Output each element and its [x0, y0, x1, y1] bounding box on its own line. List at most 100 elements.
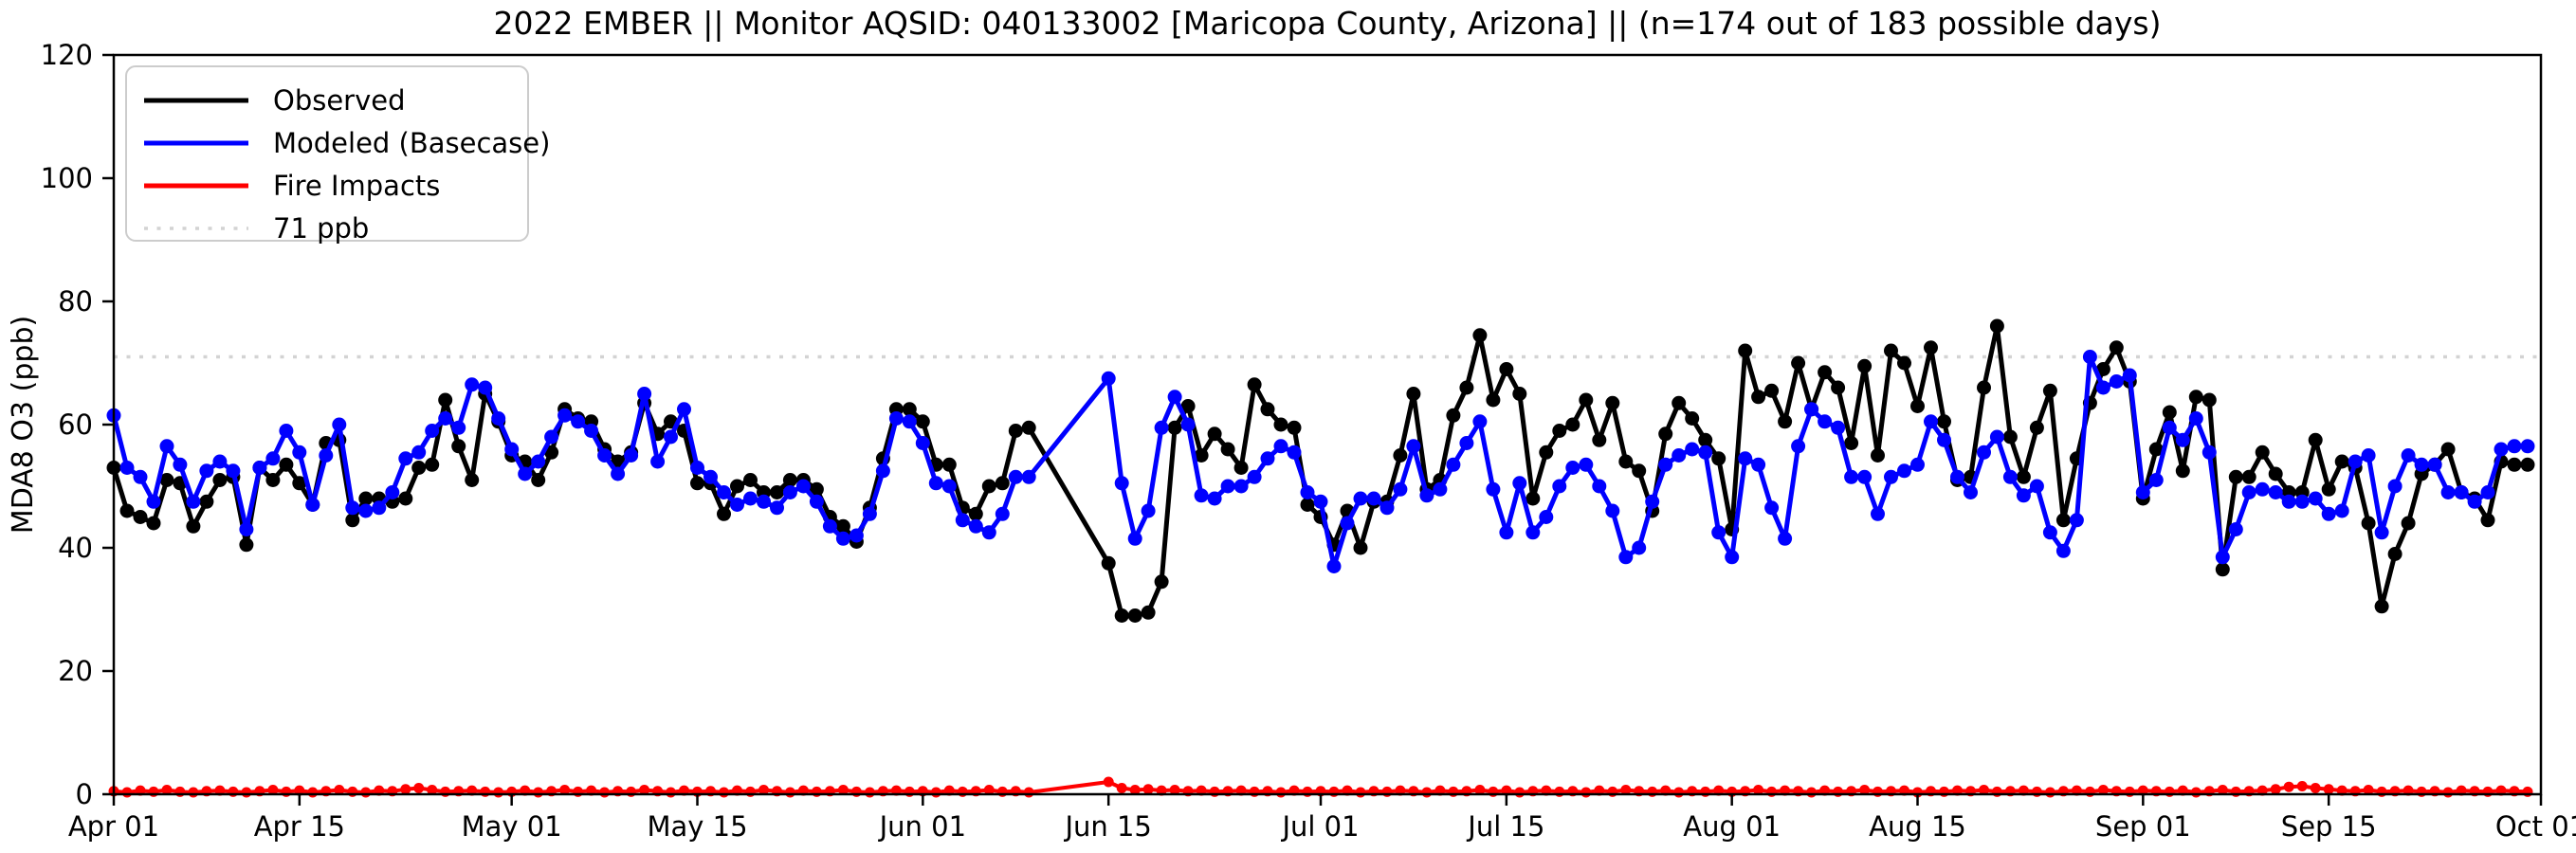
data-point	[1871, 506, 1885, 521]
data-point	[584, 424, 599, 438]
data-point	[2002, 469, 2018, 484]
data-point	[1764, 500, 1780, 516]
data-point	[1964, 485, 1978, 499]
data-point	[559, 785, 571, 795]
data-point	[1738, 343, 1753, 358]
data-point	[2414, 457, 2429, 472]
data-point	[1751, 457, 1766, 472]
data-point	[186, 494, 201, 509]
data-point	[1486, 392, 1501, 408]
data-point	[995, 476, 1010, 491]
data-point	[1565, 417, 1580, 432]
data-point	[2042, 383, 2057, 398]
data-point	[837, 785, 849, 795]
data-point	[1287, 445, 1302, 460]
data-point	[385, 485, 400, 499]
data-point	[531, 473, 546, 487]
data-point	[928, 476, 943, 491]
data-point	[372, 500, 387, 516]
data-point	[1910, 457, 1925, 472]
data-point	[1658, 426, 1673, 442]
data-point	[2135, 485, 2150, 499]
data-point	[1738, 451, 1753, 466]
data-point	[2148, 442, 2164, 457]
data-point	[1459, 380, 1474, 395]
y-tick-label: 40	[58, 532, 93, 564]
data-point	[465, 377, 480, 392]
data-point	[2321, 506, 2336, 521]
data-point	[427, 785, 438, 795]
data-point	[1539, 445, 1554, 460]
data-point	[1326, 559, 1342, 573]
chart-title: 2022 EMBER || Monitor AQSID: 040133002 […	[494, 5, 2162, 42]
data-point	[2334, 503, 2349, 518]
data-point	[2082, 350, 2097, 364]
data-point	[719, 787, 729, 798]
x-tick-label: Jul 01	[1280, 810, 1359, 843]
data-point	[159, 473, 174, 487]
data-point	[1698, 432, 1713, 447]
data-point	[1499, 525, 1514, 540]
x-tick-label: Jun 15	[1063, 810, 1151, 843]
data-point	[2520, 439, 2535, 454]
data-point	[1300, 485, 1315, 499]
data-point	[1287, 420, 1302, 435]
data-point	[2442, 787, 2454, 798]
data-point	[1393, 448, 1408, 463]
data-point	[2122, 368, 2137, 383]
data-point	[2095, 362, 2110, 376]
data-point	[279, 424, 294, 438]
data-point	[1512, 476, 1527, 491]
data-point	[864, 787, 875, 798]
data-point	[730, 479, 744, 494]
data-point	[544, 445, 559, 460]
data-point	[849, 528, 864, 543]
data-point	[2363, 785, 2374, 795]
data-point	[2162, 420, 2177, 435]
data-point	[1366, 491, 1381, 506]
data-point	[1433, 481, 1448, 497]
data-point	[345, 513, 360, 528]
data-point	[307, 787, 319, 798]
data-point	[1818, 365, 1833, 380]
data-point	[1340, 516, 1355, 531]
data-point	[2097, 785, 2109, 795]
legend-box	[125, 65, 529, 242]
series-line	[111, 323, 2528, 618]
data-point	[1672, 448, 1687, 463]
data-point	[345, 500, 360, 516]
data-point	[1167, 420, 1182, 435]
data-point	[1142, 784, 1154, 795]
legend-label: Modeled (Basecase)	[273, 127, 550, 159]
data-point	[478, 380, 493, 395]
data-point	[438, 411, 453, 426]
data-point	[1764, 383, 1780, 398]
data-point	[1300, 498, 1315, 512]
data-point	[955, 513, 970, 528]
data-point	[2268, 485, 2283, 499]
data-point	[1778, 414, 1793, 429]
data-point	[2255, 445, 2270, 460]
data-point	[1632, 463, 1647, 479]
data-point	[981, 525, 996, 540]
data-point	[1167, 390, 1182, 405]
data-point	[2374, 599, 2389, 614]
data-point	[1871, 448, 1885, 463]
data-point	[1977, 445, 1991, 460]
data-point	[319, 448, 334, 463]
data-point	[782, 485, 797, 499]
data-point	[2310, 783, 2321, 793]
data-point	[1021, 469, 1036, 484]
data-point	[941, 457, 957, 472]
x-tick-label: Jul 15	[1466, 810, 1544, 843]
data-point	[983, 785, 995, 795]
data-point	[2055, 543, 2071, 558]
data-point	[159, 439, 174, 454]
data-point	[1884, 343, 1898, 358]
data-point	[2095, 380, 2110, 395]
data-point	[2401, 448, 2416, 463]
data-point	[2175, 432, 2190, 447]
data-point	[1526, 525, 1541, 540]
data-point	[730, 498, 744, 512]
y-tick-label: 100	[41, 162, 93, 194]
